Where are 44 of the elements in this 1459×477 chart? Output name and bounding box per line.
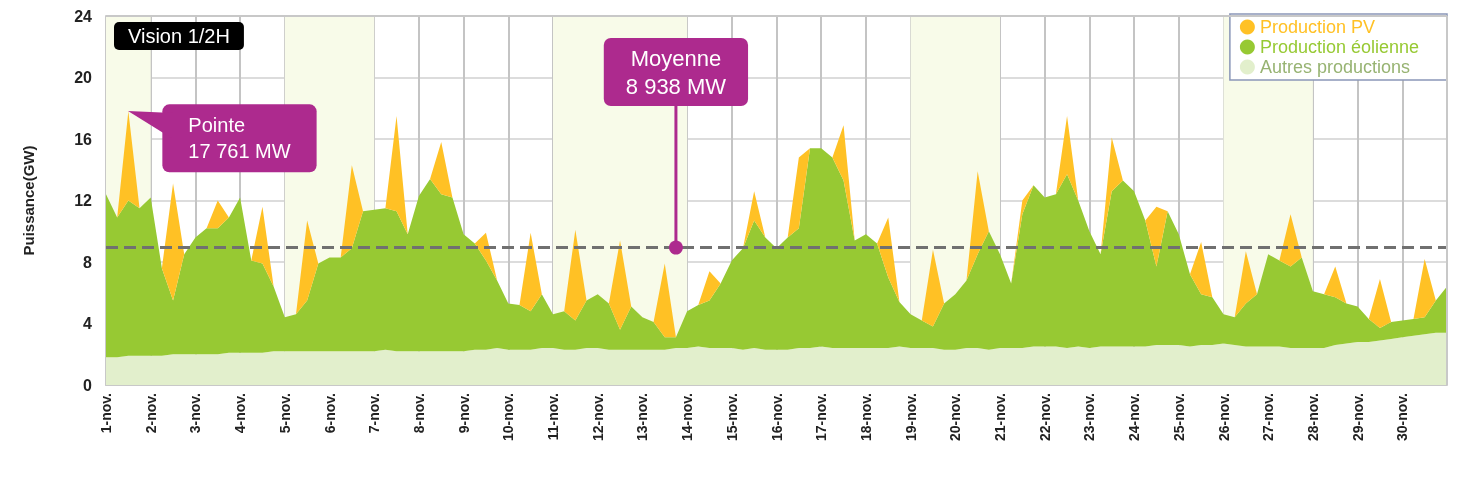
y-tick-label: 8 bbox=[83, 253, 93, 271]
x-tick-label: 27-nov. bbox=[1260, 393, 1277, 441]
x-tick-label: 3-nov. bbox=[187, 393, 204, 434]
x-tick-label: 30-nov. bbox=[1394, 393, 1411, 441]
legend-label: Production éolienne bbox=[1259, 37, 1420, 57]
x-tick-label: 23-nov. bbox=[1081, 393, 1098, 441]
x-tick-label: 19-nov. bbox=[902, 393, 919, 441]
x-tick-label: 14-nov. bbox=[679, 393, 696, 441]
x-tick-label: 1-nov. bbox=[98, 393, 114, 434]
x-tick-label: 22-nov. bbox=[1036, 393, 1053, 441]
x-tick-label: 16-nov. bbox=[768, 393, 785, 441]
x-tick-label: 29-nov. bbox=[1349, 393, 1366, 441]
annotation: Vision 1/2H bbox=[128, 25, 230, 47]
y-tick-label: 16 bbox=[74, 130, 93, 148]
x-tick-label: 9-nov. bbox=[455, 393, 472, 434]
x-tick-label: 15-nov. bbox=[723, 393, 740, 441]
y-tick-label: 20 bbox=[74, 69, 93, 86]
x-tick-label: 4-nov. bbox=[232, 393, 249, 434]
legend-label: Autres productions bbox=[1259, 57, 1410, 77]
x-tick-label: 12-nov. bbox=[589, 393, 606, 441]
x-tick-label: 10-nov. bbox=[500, 393, 517, 441]
x-tick-label: 20-nov. bbox=[947, 393, 964, 441]
x-tick-label: 7-nov. bbox=[366, 393, 383, 434]
y-axis-title: Puissance(GW) bbox=[20, 145, 37, 256]
x-tick-label: 13-nov. bbox=[634, 393, 651, 441]
x-tick-label: 6-nov. bbox=[321, 393, 338, 434]
y-tick-label: 4 bbox=[83, 315, 93, 332]
x-tick-label: 17-nov. bbox=[813, 393, 830, 441]
ref-line-label: Moyenne 8 938 MW bbox=[625, 45, 727, 99]
annotation: Pointe 17 761 MW bbox=[188, 114, 291, 163]
x-tick-label: 24-nov. bbox=[1126, 393, 1143, 441]
x-tick-label: 21-nov. bbox=[992, 393, 1008, 441]
y-tick-label: 24 bbox=[74, 7, 93, 25]
x-tick-label: 11-nov. bbox=[545, 393, 561, 441]
legend-label: Production PV bbox=[1259, 17, 1375, 37]
y-tick-label: 12 bbox=[74, 192, 93, 209]
x-tick-label: 5-nov. bbox=[276, 393, 293, 434]
x-tick-label: 2-nov. bbox=[142, 393, 159, 434]
x-tick-label: 28-nov. bbox=[1304, 393, 1321, 441]
y-tick-label: 0 bbox=[83, 376, 93, 394]
x-tick-label: 25-nov. bbox=[1170, 393, 1187, 441]
x-tick-label: 18-nov. bbox=[857, 393, 874, 441]
x-tick-label: 26-nov. bbox=[1215, 393, 1232, 441]
x-tick-label: 8-nov. bbox=[410, 393, 427, 434]
